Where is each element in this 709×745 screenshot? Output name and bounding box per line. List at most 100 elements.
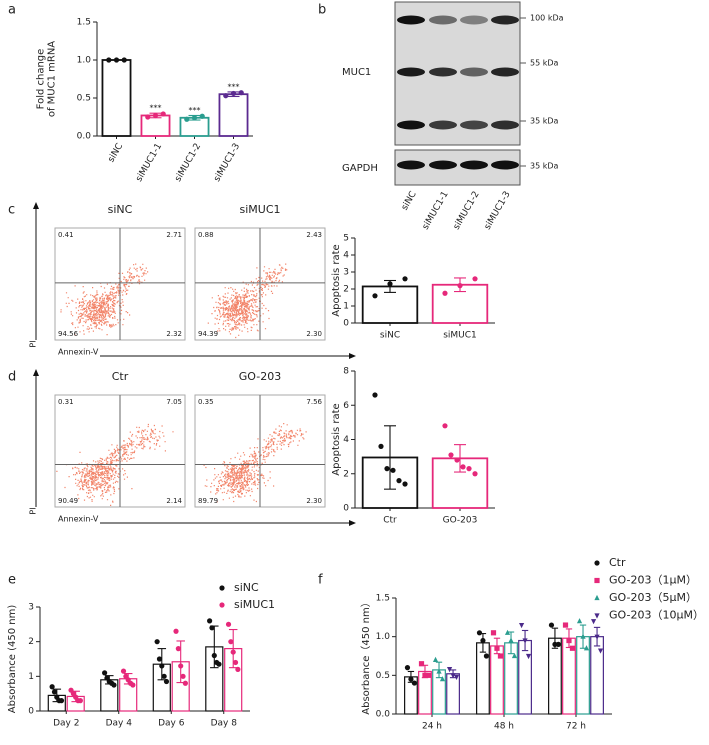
- panel-label: d: [8, 370, 16, 385]
- legend-marker: [594, 577, 600, 584]
- y-tick-label: 2: [343, 285, 349, 295]
- data-point: [230, 649, 236, 655]
- y-axis-label: PI: [29, 507, 38, 514]
- marker-label: 35 kDa: [530, 162, 559, 171]
- protein-label: MUC1: [342, 67, 371, 78]
- y-tick-label: 1.0: [77, 56, 92, 66]
- data-point: [457, 283, 463, 289]
- data-point: [113, 57, 120, 63]
- data-point: [418, 661, 425, 667]
- y-tick-label: 2: [343, 469, 349, 479]
- legend-marker: [594, 560, 600, 566]
- data-point: [390, 467, 396, 473]
- data-point: [163, 678, 170, 685]
- panel-label: e: [8, 573, 16, 588]
- significance-label: ***: [228, 82, 240, 91]
- data-point: [384, 466, 390, 472]
- quadrant-label: 2.30: [306, 497, 322, 505]
- data-point: [175, 646, 181, 652]
- data-point: [182, 680, 188, 686]
- data-point: [594, 634, 600, 640]
- x-tick-label: 48 h: [494, 722, 514, 732]
- data-point: [432, 656, 439, 662]
- y-tick-label: 1.5: [77, 18, 91, 28]
- legend-marker: [594, 594, 600, 601]
- data-point: [402, 481, 408, 487]
- arrow-head: [33, 202, 39, 209]
- y-tick-label: 3: [28, 603, 34, 613]
- y-tick-label: 3: [343, 268, 349, 278]
- panel-label: b: [318, 3, 326, 18]
- error-bar: [507, 631, 515, 655]
- data-point: [49, 684, 55, 690]
- data-point: [225, 621, 232, 627]
- data-point: [436, 668, 442, 674]
- quadrant-label: 0.41: [58, 231, 74, 239]
- panel-label: c: [8, 203, 15, 218]
- y-tick-label: 2: [28, 637, 34, 647]
- data-point: [156, 656, 163, 662]
- marker-label: 35 kDa: [530, 117, 559, 126]
- quadrant-label: 7.05: [166, 398, 182, 406]
- data-point: [372, 392, 378, 398]
- data-point: [378, 443, 384, 449]
- data-point: [453, 674, 460, 680]
- data-point: [404, 665, 411, 671]
- legend-label: GO-203（5μM）: [609, 591, 697, 604]
- data-point: [161, 673, 167, 679]
- data-point: [425, 672, 432, 678]
- data-point: [130, 682, 136, 688]
- marker-label: 55 kDa: [530, 59, 559, 68]
- data-point: [235, 666, 241, 673]
- y-tick-label: 0.0: [77, 132, 92, 142]
- legend-marker: [594, 613, 600, 619]
- data-point: [580, 633, 586, 639]
- data-point: [223, 93, 229, 99]
- x-tick-label: 72 h: [566, 722, 586, 732]
- data-point: [483, 653, 490, 659]
- data-point: [145, 114, 151, 120]
- data-point: [152, 112, 159, 119]
- x-tick-label: siNC: [380, 331, 400, 341]
- arrow-head: [349, 353, 356, 359]
- quadrant-label: 2.71: [166, 231, 182, 239]
- data-point: [494, 645, 500, 651]
- data-point: [597, 648, 604, 654]
- data-point: [184, 116, 190, 122]
- data-point: [497, 653, 504, 659]
- data-point: [472, 276, 478, 282]
- flow-events: [207, 263, 288, 339]
- blot-band: [397, 67, 425, 77]
- quadrant-label: 0.35: [198, 398, 214, 406]
- data-point: [207, 618, 213, 624]
- quadrant-label: 2.30: [306, 330, 322, 338]
- blot-band: [491, 120, 519, 130]
- y-tick-label: 4: [343, 251, 349, 261]
- legend-label: Ctr: [609, 556, 626, 569]
- y-tick-label: 0.5: [77, 94, 91, 104]
- flow-events: [60, 263, 149, 336]
- y-tick-label: 4: [343, 435, 349, 445]
- y-tick-label: 1: [343, 302, 349, 312]
- blot-band: [397, 120, 425, 130]
- y-tick-label: 0: [343, 319, 349, 329]
- data-point: [555, 641, 562, 648]
- blot-band: [491, 15, 519, 25]
- blot-band: [460, 67, 488, 77]
- y-tick-label: 1.0: [376, 632, 391, 642]
- data-point: [178, 663, 184, 669]
- protein-label: GAPDH: [342, 163, 378, 174]
- quadrant-label: 94.56: [58, 330, 79, 338]
- data-point: [173, 628, 179, 634]
- legend-label: siMUC1: [234, 598, 275, 611]
- data-point: [450, 673, 456, 679]
- data-point: [472, 471, 478, 477]
- quadrant-label: 2.43: [306, 231, 322, 239]
- data-point: [402, 276, 408, 282]
- data-point: [154, 639, 160, 645]
- arrow-head: [33, 369, 39, 376]
- y-tick-label: 1: [28, 672, 34, 682]
- data-point: [569, 645, 576, 651]
